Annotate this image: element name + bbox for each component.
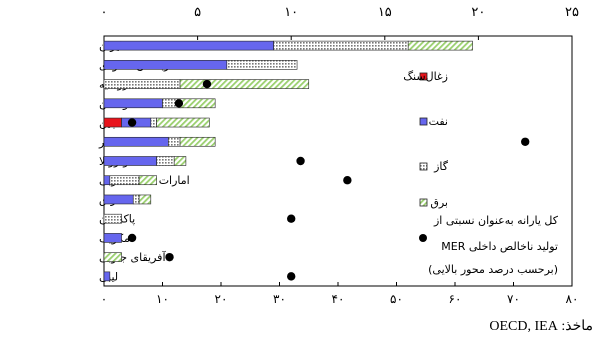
bottom-axis-tick-label: ۸۰	[566, 292, 579, 306]
bar-segment	[103, 213, 122, 224]
bar-segment	[407, 40, 473, 51]
bar-segment	[103, 233, 122, 243]
bar-segment	[103, 98, 163, 109]
legend-label: زغال‌سنگ	[403, 70, 448, 83]
mer-marker	[127, 233, 137, 243]
bar-segment	[103, 79, 181, 89]
legend-label: گاز	[433, 160, 449, 173]
bar-segment	[103, 252, 122, 262]
top-axis-tick-label: ۲۵	[565, 5, 579, 20]
bar-segment	[150, 117, 157, 128]
legend-swatch	[419, 117, 428, 126]
bar-segment	[156, 156, 175, 166]
bar-segment	[103, 136, 169, 147]
mer-marker	[521, 137, 530, 146]
mer-marker	[343, 176, 352, 185]
mer-marker	[296, 156, 305, 166]
mer-marker	[287, 272, 296, 281]
bar-segment	[109, 175, 140, 186]
legend-swatch	[419, 72, 428, 81]
bar-segment	[103, 156, 157, 166]
top-axis-tick-label: ۱۰	[284, 5, 298, 20]
legend-label: برق	[430, 196, 448, 209]
top-axis-tick-label: ۰	[101, 5, 108, 20]
bar-segment	[103, 60, 228, 70]
bottom-axis-tick-label: ۵۰	[390, 292, 403, 306]
bottom-axis-tick-label: ۲۰	[215, 292, 228, 306]
legend-marker-label: کل یارانه به‌عنوان نسبتی از	[433, 214, 559, 227]
bar-segment	[273, 40, 409, 51]
mer-marker	[202, 79, 212, 89]
top-axis-tick-label: ۱۵	[378, 5, 392, 20]
bar-segment	[103, 117, 122, 128]
top-axis-tick-label: ۵	[194, 5, 201, 20]
mer-marker	[165, 252, 174, 262]
source-note: ماخذ: OECD, IEA	[489, 319, 593, 334]
bar-segment	[103, 175, 111, 186]
bar-segment	[132, 194, 140, 205]
bar-segment	[179, 79, 310, 89]
bottom-axis-tick-label: ۴۰	[332, 292, 345, 306]
bottom-axis-tick-label: ۳۰	[273, 292, 286, 306]
bar-segment	[103, 271, 111, 282]
bottom-axis-tick-label: ۰	[101, 292, 107, 306]
bar-segment	[103, 194, 134, 205]
bar-segment	[179, 98, 216, 109]
bar-segment	[226, 60, 298, 70]
bottom-axis-tick-label: ۶۰	[449, 292, 462, 306]
mer-marker	[287, 214, 296, 223]
legend-swatch	[419, 162, 428, 171]
legend-marker-label: (برحسب درصد محور بالایی)	[428, 263, 558, 276]
bar-segment	[168, 136, 181, 147]
legend-label: نفت	[429, 115, 448, 128]
top-axis-tick-label: ۲۰	[471, 5, 485, 20]
mer-marker	[127, 118, 137, 127]
legend-swatch	[419, 198, 428, 207]
legend-marker	[419, 234, 427, 242]
legend-marker-label: تولید ناخالص داخلی MER	[441, 240, 558, 253]
bar-segment	[138, 175, 157, 186]
bottom-axis-tick-label: ۱۰	[156, 292, 169, 306]
bottom-axis-tick-label: ۷۰	[507, 292, 520, 306]
bar-segment	[138, 194, 152, 205]
mer-marker	[174, 99, 184, 108]
bar-segment	[103, 40, 274, 51]
bar-segment	[156, 117, 210, 128]
bar-segment	[173, 156, 187, 166]
bar-segment	[179, 136, 216, 147]
